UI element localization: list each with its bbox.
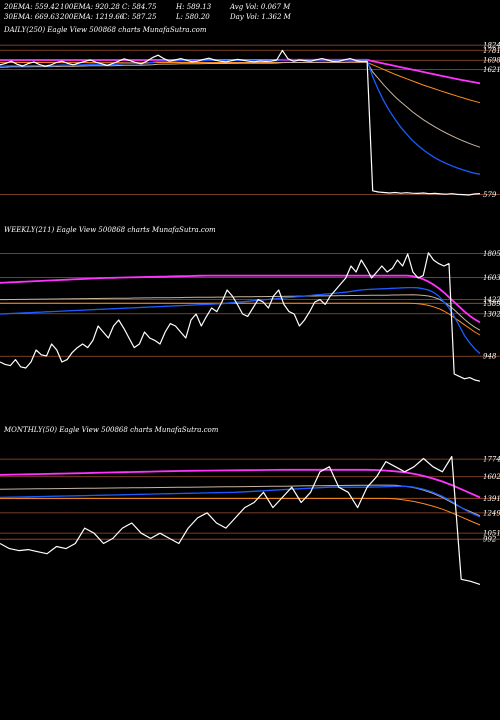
weekly-panel-title: WEEKLY(211) Eagle View 500868 charts Mun… xyxy=(4,226,216,234)
avg-vol-value: Avg Vol: 0.067 M xyxy=(230,3,291,11)
level-label: 948 xyxy=(483,353,497,361)
level-label: 1051 xyxy=(483,530,500,538)
low-value: L: 580.20 xyxy=(176,13,210,21)
level-label: 1781 xyxy=(483,47,500,55)
day-vol-value: Day Vol: 1.362 M xyxy=(230,13,291,21)
series-price xyxy=(0,252,481,382)
series-ema-tan xyxy=(0,294,481,331)
level-label: 1391 xyxy=(483,495,500,503)
ema20-value: 20EMA: 559.42 xyxy=(4,3,60,11)
monthly-panel-title: MONTHLY(50) Eagle View 500868 charts Mun… xyxy=(4,426,219,434)
level-label: 1602 xyxy=(483,473,500,481)
series-ema-orange xyxy=(0,497,481,526)
level-label: 1422 xyxy=(483,296,500,304)
ema30-value: 30EMA: 669.63 xyxy=(4,13,60,21)
ema200-value: 200EMA: 1219.66 xyxy=(60,13,125,21)
level-label: 1249 xyxy=(483,509,500,517)
level-label: 1698 xyxy=(483,57,500,65)
level-label: 992 xyxy=(483,536,497,544)
level-label: 1389 xyxy=(483,300,500,308)
close-value: C: 584.75 xyxy=(122,3,157,11)
series-ema-blue xyxy=(0,485,481,518)
series-ema-orange xyxy=(0,302,481,336)
stats-header: 20EMA: 559.42 100EMA: 920.28 C: 584.75 H… xyxy=(4,2,296,22)
high-value: H: 589.13 xyxy=(176,3,212,11)
level-label: 1805 xyxy=(483,250,500,258)
series-ema-magenta xyxy=(0,468,481,499)
level-label: 579 xyxy=(483,191,497,199)
series-ema-blue xyxy=(0,286,481,355)
series-ema-blue xyxy=(0,58,481,175)
level-label: 1302 xyxy=(483,310,500,318)
level-label: 1824 xyxy=(483,42,500,50)
close2-value: C: 587.25 xyxy=(122,13,157,21)
series-price xyxy=(0,455,481,585)
series-ema-tan xyxy=(0,61,481,148)
level-label: 1621 xyxy=(483,66,500,74)
stats-row-2: 30EMA: 669.63 200EMA: 1219.66 C: 587.25 … xyxy=(4,12,296,22)
level-label: 1603 xyxy=(483,274,500,282)
series-ema-magenta xyxy=(0,274,481,324)
stats-row-1: 20EMA: 559.42 100EMA: 920.28 C: 584.75 H… xyxy=(4,2,296,12)
ema100-value: 100EMA: 920.28 xyxy=(60,3,120,11)
daily-panel-title: DAILY(250) Eagle View 500868 charts Muna… xyxy=(4,26,207,34)
level-label: 1774 xyxy=(483,456,500,464)
series-price xyxy=(0,49,481,196)
